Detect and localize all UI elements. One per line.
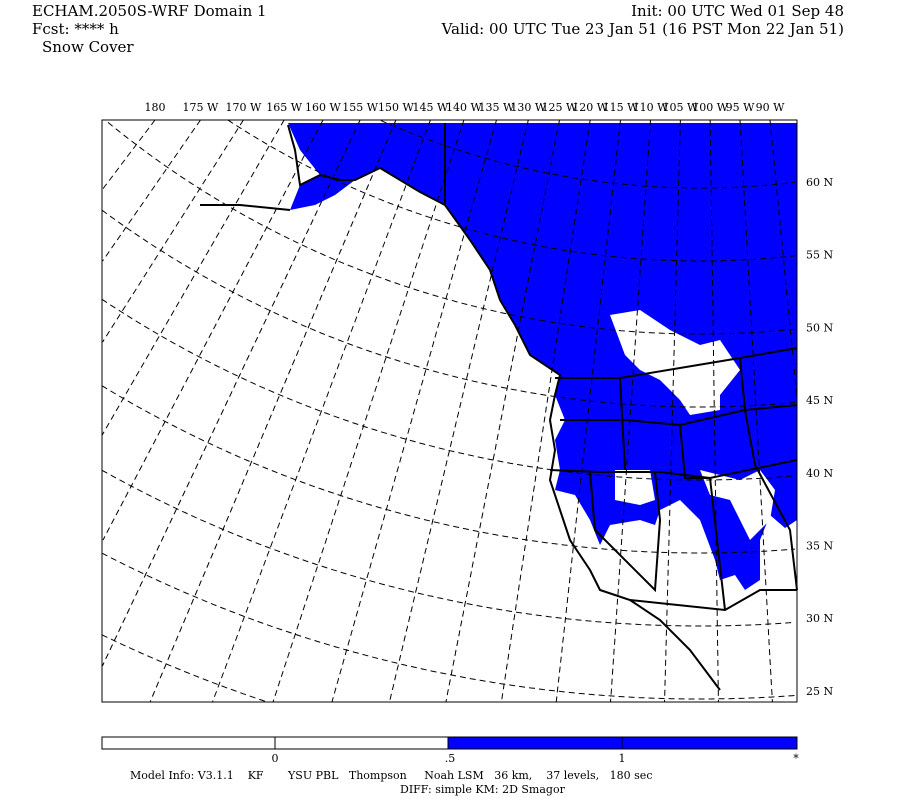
longitude-line — [769, 119, 798, 397]
longitude-line — [272, 119, 465, 703]
latitude-label: 60 N — [806, 176, 833, 189]
longitude-label: 95 W — [726, 101, 755, 114]
colorbar-label: .5 — [445, 752, 456, 765]
snow-free-area — [615, 470, 655, 505]
latitude-line — [101, 298, 796, 481]
latitude-label: 55 N — [806, 249, 833, 262]
longitude-line — [102, 119, 244, 343]
colorbar-label: * — [793, 752, 799, 765]
longitude-line — [445, 119, 560, 703]
longitude-label: 170 W — [225, 101, 261, 114]
latitude-line — [101, 634, 268, 703]
colorbar-label: 0 — [272, 752, 279, 765]
longitude-label: 145 W — [413, 101, 449, 114]
longitude-label: 90 W — [756, 101, 785, 114]
longitude-line — [331, 119, 497, 703]
longitude-line — [102, 119, 201, 262]
longitude-line — [101, 119, 285, 436]
latitude-line — [101, 469, 796, 627]
model-info: Model Info: V3.1.1 KF YSU PBL Thompson N… — [130, 769, 653, 782]
longitude-line — [610, 119, 651, 703]
latitude-line — [101, 385, 796, 554]
longitude-label: 165 W — [266, 101, 302, 114]
longitude-label: 150 W — [378, 101, 414, 114]
longitude-label: 160 W — [305, 101, 341, 114]
coastline — [200, 123, 798, 691]
longitude-label: 115 W — [603, 101, 639, 114]
longitude-label: 175 W — [183, 101, 219, 114]
longitude-line — [212, 119, 431, 703]
longitude-label: 120 W — [572, 101, 608, 114]
latitude-line — [107, 122, 796, 335]
colorbar-segment — [447, 736, 623, 750]
map-frame — [101, 119, 798, 703]
diff-info: DIFF: simple KM: 2D Smagor — [400, 783, 565, 796]
longitude-label: 100 W — [692, 101, 728, 114]
longitude-line — [102, 119, 324, 541]
longitude-line — [102, 119, 156, 190]
valid-time: Valid: 00 UTC Tue 23 Jan 51 (16 PST Mon … — [441, 20, 844, 38]
longitude-line — [149, 119, 397, 703]
colorbar-label: 1 — [619, 752, 626, 765]
longitude-line — [555, 119, 621, 703]
latitude-line — [380, 120, 796, 189]
longitude-label: 155 W — [342, 101, 378, 114]
longitude-label: 130 W — [510, 101, 546, 114]
snow-free-area — [610, 310, 740, 415]
colorbar-segment — [274, 736, 449, 750]
latitude-label: 50 N — [806, 321, 833, 334]
longitude-line — [664, 119, 681, 703]
snow-free-area — [700, 470, 775, 540]
colorbar-segment — [101, 736, 276, 750]
latitude-label: 25 N — [806, 685, 833, 698]
longitude-label: 140 W — [446, 101, 482, 114]
latitude-label: 45 N — [806, 394, 833, 407]
longitude-label: 180 — [145, 101, 166, 114]
latitude-line — [101, 552, 796, 700]
init-time: Init: 00 UTC Wed 01 Sep 48 — [631, 2, 844, 20]
colorbar-segment — [621, 736, 798, 750]
longitude-label: 105 W — [662, 101, 698, 114]
latitude-label: 35 N — [806, 540, 833, 553]
colorbar: 0 .5 1 * — [101, 736, 799, 765]
longitude-label: 125 W — [542, 101, 578, 114]
longitude-line — [101, 119, 361, 667]
latitude-line — [227, 119, 796, 262]
longitude-label: 110 W — [633, 101, 669, 114]
latitude-label: 30 N — [806, 612, 833, 625]
model-title: ECHAM.2050S-WRF Domain 1 — [32, 2, 267, 20]
forecast-hour: Fcst: **** h — [32, 20, 119, 38]
longitude-line — [500, 119, 591, 703]
longitude-line — [709, 120, 719, 702]
longitude-label: 135 W — [479, 101, 515, 114]
field-name: Snow Cover — [42, 38, 134, 56]
latitude-label: 40 N — [806, 467, 833, 480]
longitude-line — [739, 119, 773, 703]
